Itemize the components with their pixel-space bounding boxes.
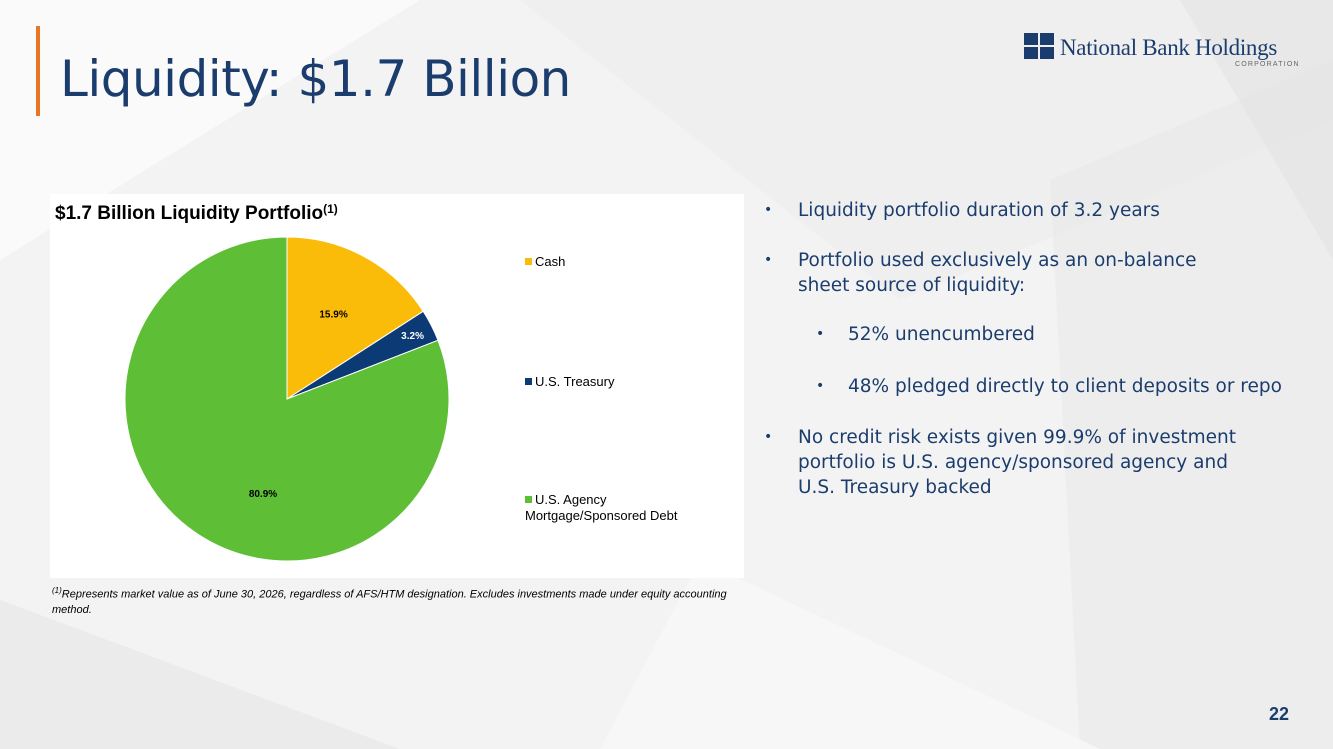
- pie-slice-label-2: 80.9%: [249, 489, 277, 500]
- bullet-dot-icon: •: [764, 252, 773, 268]
- logo-mark-icon: [1024, 33, 1056, 61]
- bullet-text: Portfolio used exclusively as an on-bala…: [798, 250, 1197, 296]
- page-title: Liquidity: $1.7 Billion: [60, 50, 571, 108]
- bullet-text: 52% unencumbered: [848, 324, 1035, 345]
- bullet-text: No credit risk exists given 99.9% of inv…: [798, 427, 1236, 498]
- bullet-dot-icon: •: [764, 202, 773, 218]
- logo-subtitle: CORPORATION: [1235, 61, 1300, 68]
- bullet-text: Liquidity portfolio duration of 3.2 year…: [798, 200, 1160, 221]
- logo-name: National Bank Holdings: [1060, 35, 1277, 60]
- legend-label-0: Cash: [535, 254, 566, 269]
- legend-label-1: U.S. Treasury: [535, 374, 615, 389]
- pie-chart: 15.9% 3.2% 80.9%: [124, 236, 450, 562]
- footnote-text: Represents market value as of June 30, 2…: [52, 588, 727, 616]
- legend-swatch-1: [525, 378, 532, 385]
- bullet-dot-icon: •: [816, 378, 825, 394]
- legend-item-2: U.S. Agency Mortgage/Sponsored Debt: [525, 492, 677, 524]
- pie-chart-panel: 15.9% 3.2% 80.9% $1.7 Billion Liquidity Po…: [50, 194, 744, 578]
- legend-swatch-0: [525, 258, 532, 265]
- bullet-dot-icon: •: [764, 429, 773, 445]
- bullet-text: 48% pledged directly to client deposits …: [848, 376, 1282, 397]
- company-logo: National Bank Holdings CORPORATION: [1024, 33, 1299, 73]
- pie-slice-label-0: 15.9%: [319, 310, 347, 321]
- bullet-dot-icon: •: [816, 326, 825, 342]
- chart-title-text: $1.7 Billion Liquidity Portfolio: [55, 203, 324, 224]
- chart-title: $1.7 Billion Liquidity Portfolio(1): [55, 202, 338, 225]
- legend-item-1: U.S. Treasury: [525, 374, 614, 390]
- legend-item-0: Cash: [525, 254, 565, 270]
- legend-label-2: U.S. Agency: [535, 492, 607, 507]
- chart-title-footnote-marker: (1): [323, 202, 338, 216]
- legend-swatch-2: [525, 496, 532, 503]
- page-number: 22: [1268, 704, 1289, 724]
- title-accent-bar: [36, 26, 40, 116]
- pie-slice-0: [286, 236, 424, 400]
- pie-slice-2: [124, 236, 450, 562]
- footnote: (1)Represents market value as of June 30…: [52, 583, 742, 618]
- footnote-marker: (1): [52, 586, 62, 595]
- legend-label-2-1: Mortgage/Sponsored Debt: [525, 508, 678, 523]
- pie-slice-label-1: 3.2%: [401, 331, 424, 342]
